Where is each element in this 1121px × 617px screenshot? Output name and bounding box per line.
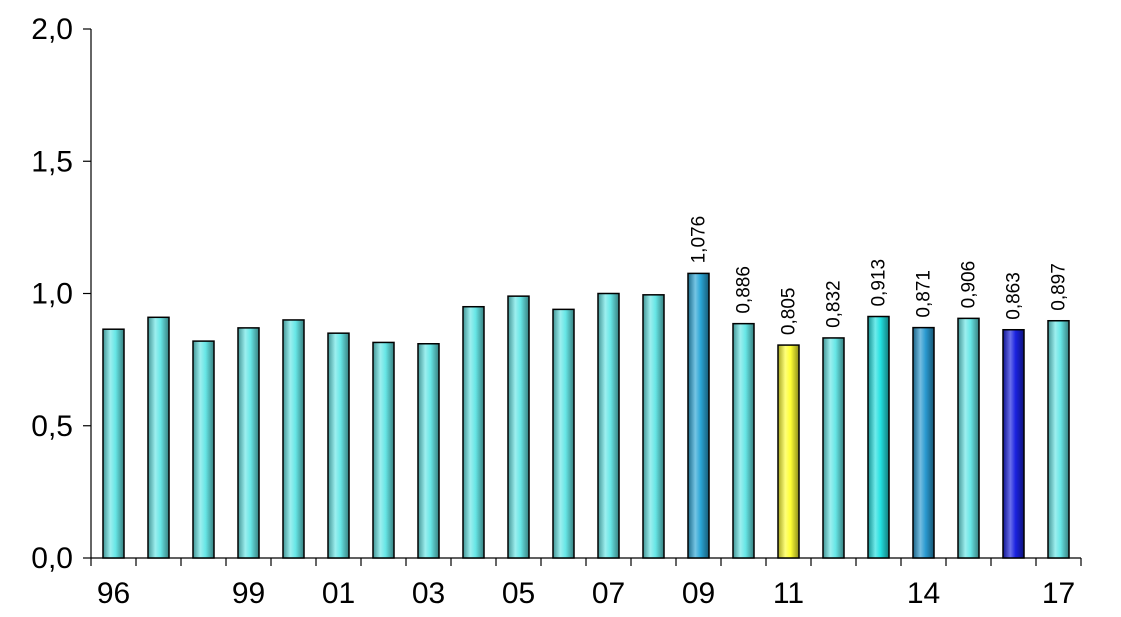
bar xyxy=(642,294,665,559)
x-tick-label: 14 xyxy=(907,577,940,610)
bar xyxy=(507,295,530,559)
bar xyxy=(822,337,845,559)
bar xyxy=(777,344,800,559)
bar xyxy=(372,341,395,559)
bar xyxy=(867,315,890,559)
axes-group: 0,0 0,5 1,0 1,5 2,0 96 99 01 03 05 07 09 11 14 17 xyxy=(31,13,1082,610)
x-tick-label: 05 xyxy=(502,577,535,610)
bar-data-label: 0,906 xyxy=(959,261,980,309)
bar xyxy=(912,326,935,559)
bar xyxy=(552,308,575,559)
bar xyxy=(237,327,260,559)
bar xyxy=(417,343,440,559)
x-tick-label: 09 xyxy=(682,577,715,610)
bar-data-label: 0,805 xyxy=(779,288,800,336)
x-tick-label: 07 xyxy=(592,577,625,610)
bar xyxy=(102,328,125,559)
bar-data-label: 0,886 xyxy=(734,266,755,314)
bar xyxy=(147,316,170,559)
bar xyxy=(1002,328,1025,559)
bar-data-label: 0,913 xyxy=(869,259,890,307)
bar xyxy=(462,305,485,559)
bar xyxy=(732,322,755,559)
bar xyxy=(597,292,620,559)
y-tick-label: 1,5 xyxy=(31,145,73,178)
bar xyxy=(957,317,980,559)
x-tick-label: 01 xyxy=(322,577,355,610)
bar xyxy=(282,319,305,559)
x-tick-label: 03 xyxy=(412,577,445,610)
bar-data-label: 0,897 xyxy=(1049,263,1070,311)
x-tick-label: 17 xyxy=(1042,577,1075,610)
bar xyxy=(327,332,350,559)
bar xyxy=(1047,319,1070,559)
y-tick-label: 2,0 xyxy=(31,13,73,46)
y-tick-label: 0,5 xyxy=(31,410,73,443)
x-tick-label: 99 xyxy=(232,577,265,610)
bar xyxy=(192,340,215,559)
bar-data-label: 1,076 xyxy=(689,216,710,264)
labels-group: 1,076 0,886 0,805 0,832 0,913 0,871 0,906 0,863… xyxy=(689,216,1070,335)
bars-group xyxy=(102,272,1070,559)
x-tick-label: 11 xyxy=(773,577,804,610)
bar-data-label: 0,863 xyxy=(1004,272,1025,320)
y-tick-label: 0,0 xyxy=(31,542,73,575)
x-tick-label: 96 xyxy=(97,577,130,610)
y-tick-label: 1,0 xyxy=(31,278,73,311)
bar-data-label: 0,871 xyxy=(914,270,935,318)
bar xyxy=(687,272,710,559)
bar-data-label: 0,832 xyxy=(824,280,845,328)
